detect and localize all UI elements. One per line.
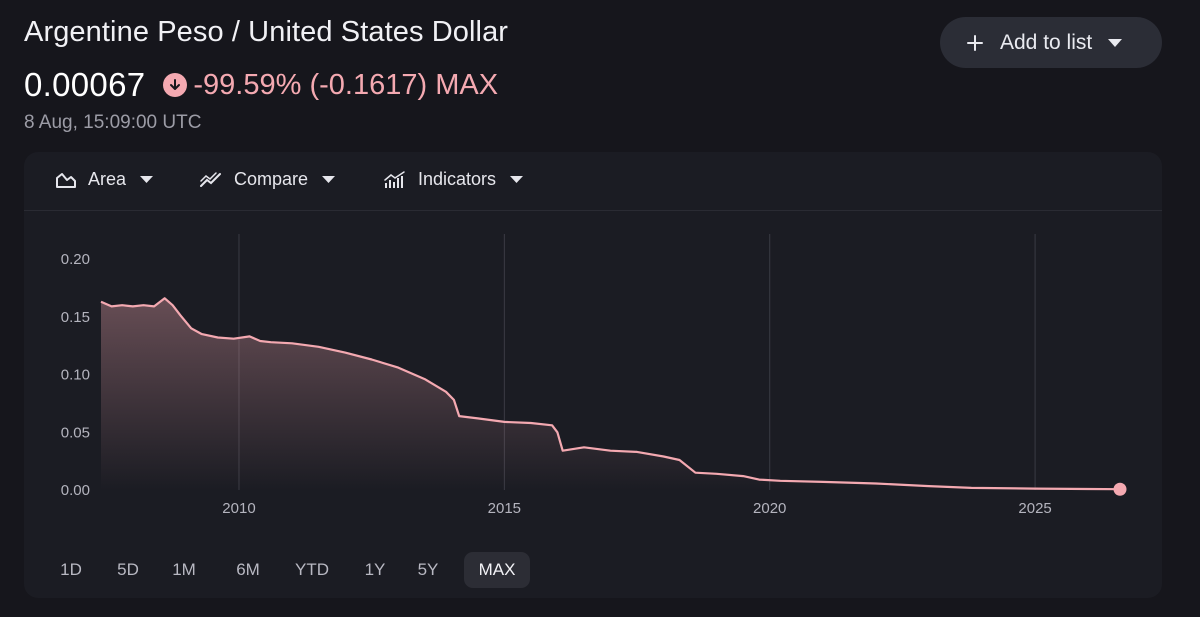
area-fill	[101, 298, 1120, 490]
chevron-down-icon	[322, 176, 336, 183]
latest-point-marker	[1113, 482, 1127, 496]
range-5d[interactable]: 5D	[117, 560, 139, 579]
arrow-down-circle-icon	[163, 73, 188, 97]
chart-type-label: Area	[88, 169, 127, 189]
range-1d[interactable]: 1D	[60, 560, 82, 579]
y-tick-label: 0.10	[61, 367, 90, 384]
area-chart-icon	[56, 172, 76, 188]
x-tick-label: 2020	[753, 500, 786, 517]
y-tick-label: 0.20	[61, 251, 90, 268]
chart-card: Area Compare Indicators 2010 2015 2020 2025…	[24, 152, 1162, 598]
range-6m[interactable]: 6M	[236, 560, 260, 579]
indicators-dropdown[interactable]: Indicators	[384, 169, 524, 190]
add-to-list-button[interactable]: Add to list	[940, 17, 1162, 68]
price-chart[interactable]: 2010 2015 2020 2025 0.00 0.05 0.10 0.15 0.20	[24, 152, 1162, 552]
page-title: Argentine Peso / United States Dollar	[24, 16, 509, 48]
range-selector: 1D 5D 1M 6M YTD 1Y 5Y MAX	[24, 552, 624, 588]
chevron-down-icon	[140, 176, 154, 183]
price-change: -99.59% (-0.1617) MAX	[193, 68, 499, 101]
chevron-down-icon	[1108, 38, 1123, 47]
indicators-icon	[384, 170, 405, 188]
x-tick-label: 2010	[222, 500, 255, 517]
y-tick-label: 0.05	[61, 424, 90, 441]
price-row: 0.00067 -99.59% (-0.1617) MAX	[24, 66, 498, 104]
chart-toolbar: Area Compare Indicators	[24, 152, 1162, 211]
range-1y[interactable]: 1Y	[364, 560, 386, 579]
x-tick-label: 2025	[1018, 500, 1051, 517]
range-max[interactable]: MAX	[464, 552, 530, 588]
range-1m[interactable]: 1M	[172, 560, 196, 579]
plus-icon	[967, 34, 983, 51]
add-to-list-label: Add to list	[1000, 30, 1093, 54]
y-tick-label: 0.00	[61, 482, 90, 499]
chevron-down-icon	[510, 176, 524, 183]
x-tick-label: 2015	[488, 500, 521, 517]
compare-dropdown[interactable]: Compare	[200, 169, 336, 190]
compare-label: Compare	[234, 169, 309, 189]
compare-icon	[200, 171, 221, 187]
y-tick-label: 0.15	[61, 309, 90, 326]
range-ytd[interactable]: YTD	[295, 560, 329, 579]
current-price: 0.00067	[24, 66, 146, 103]
price-line	[100, 297, 1121, 491]
timestamp: 8 Aug, 15:09:00 UTC	[24, 112, 202, 133]
chart-type-dropdown[interactable]: Area	[56, 169, 154, 190]
range-5y[interactable]: 5Y	[417, 560, 439, 579]
indicators-label: Indicators	[418, 169, 497, 189]
